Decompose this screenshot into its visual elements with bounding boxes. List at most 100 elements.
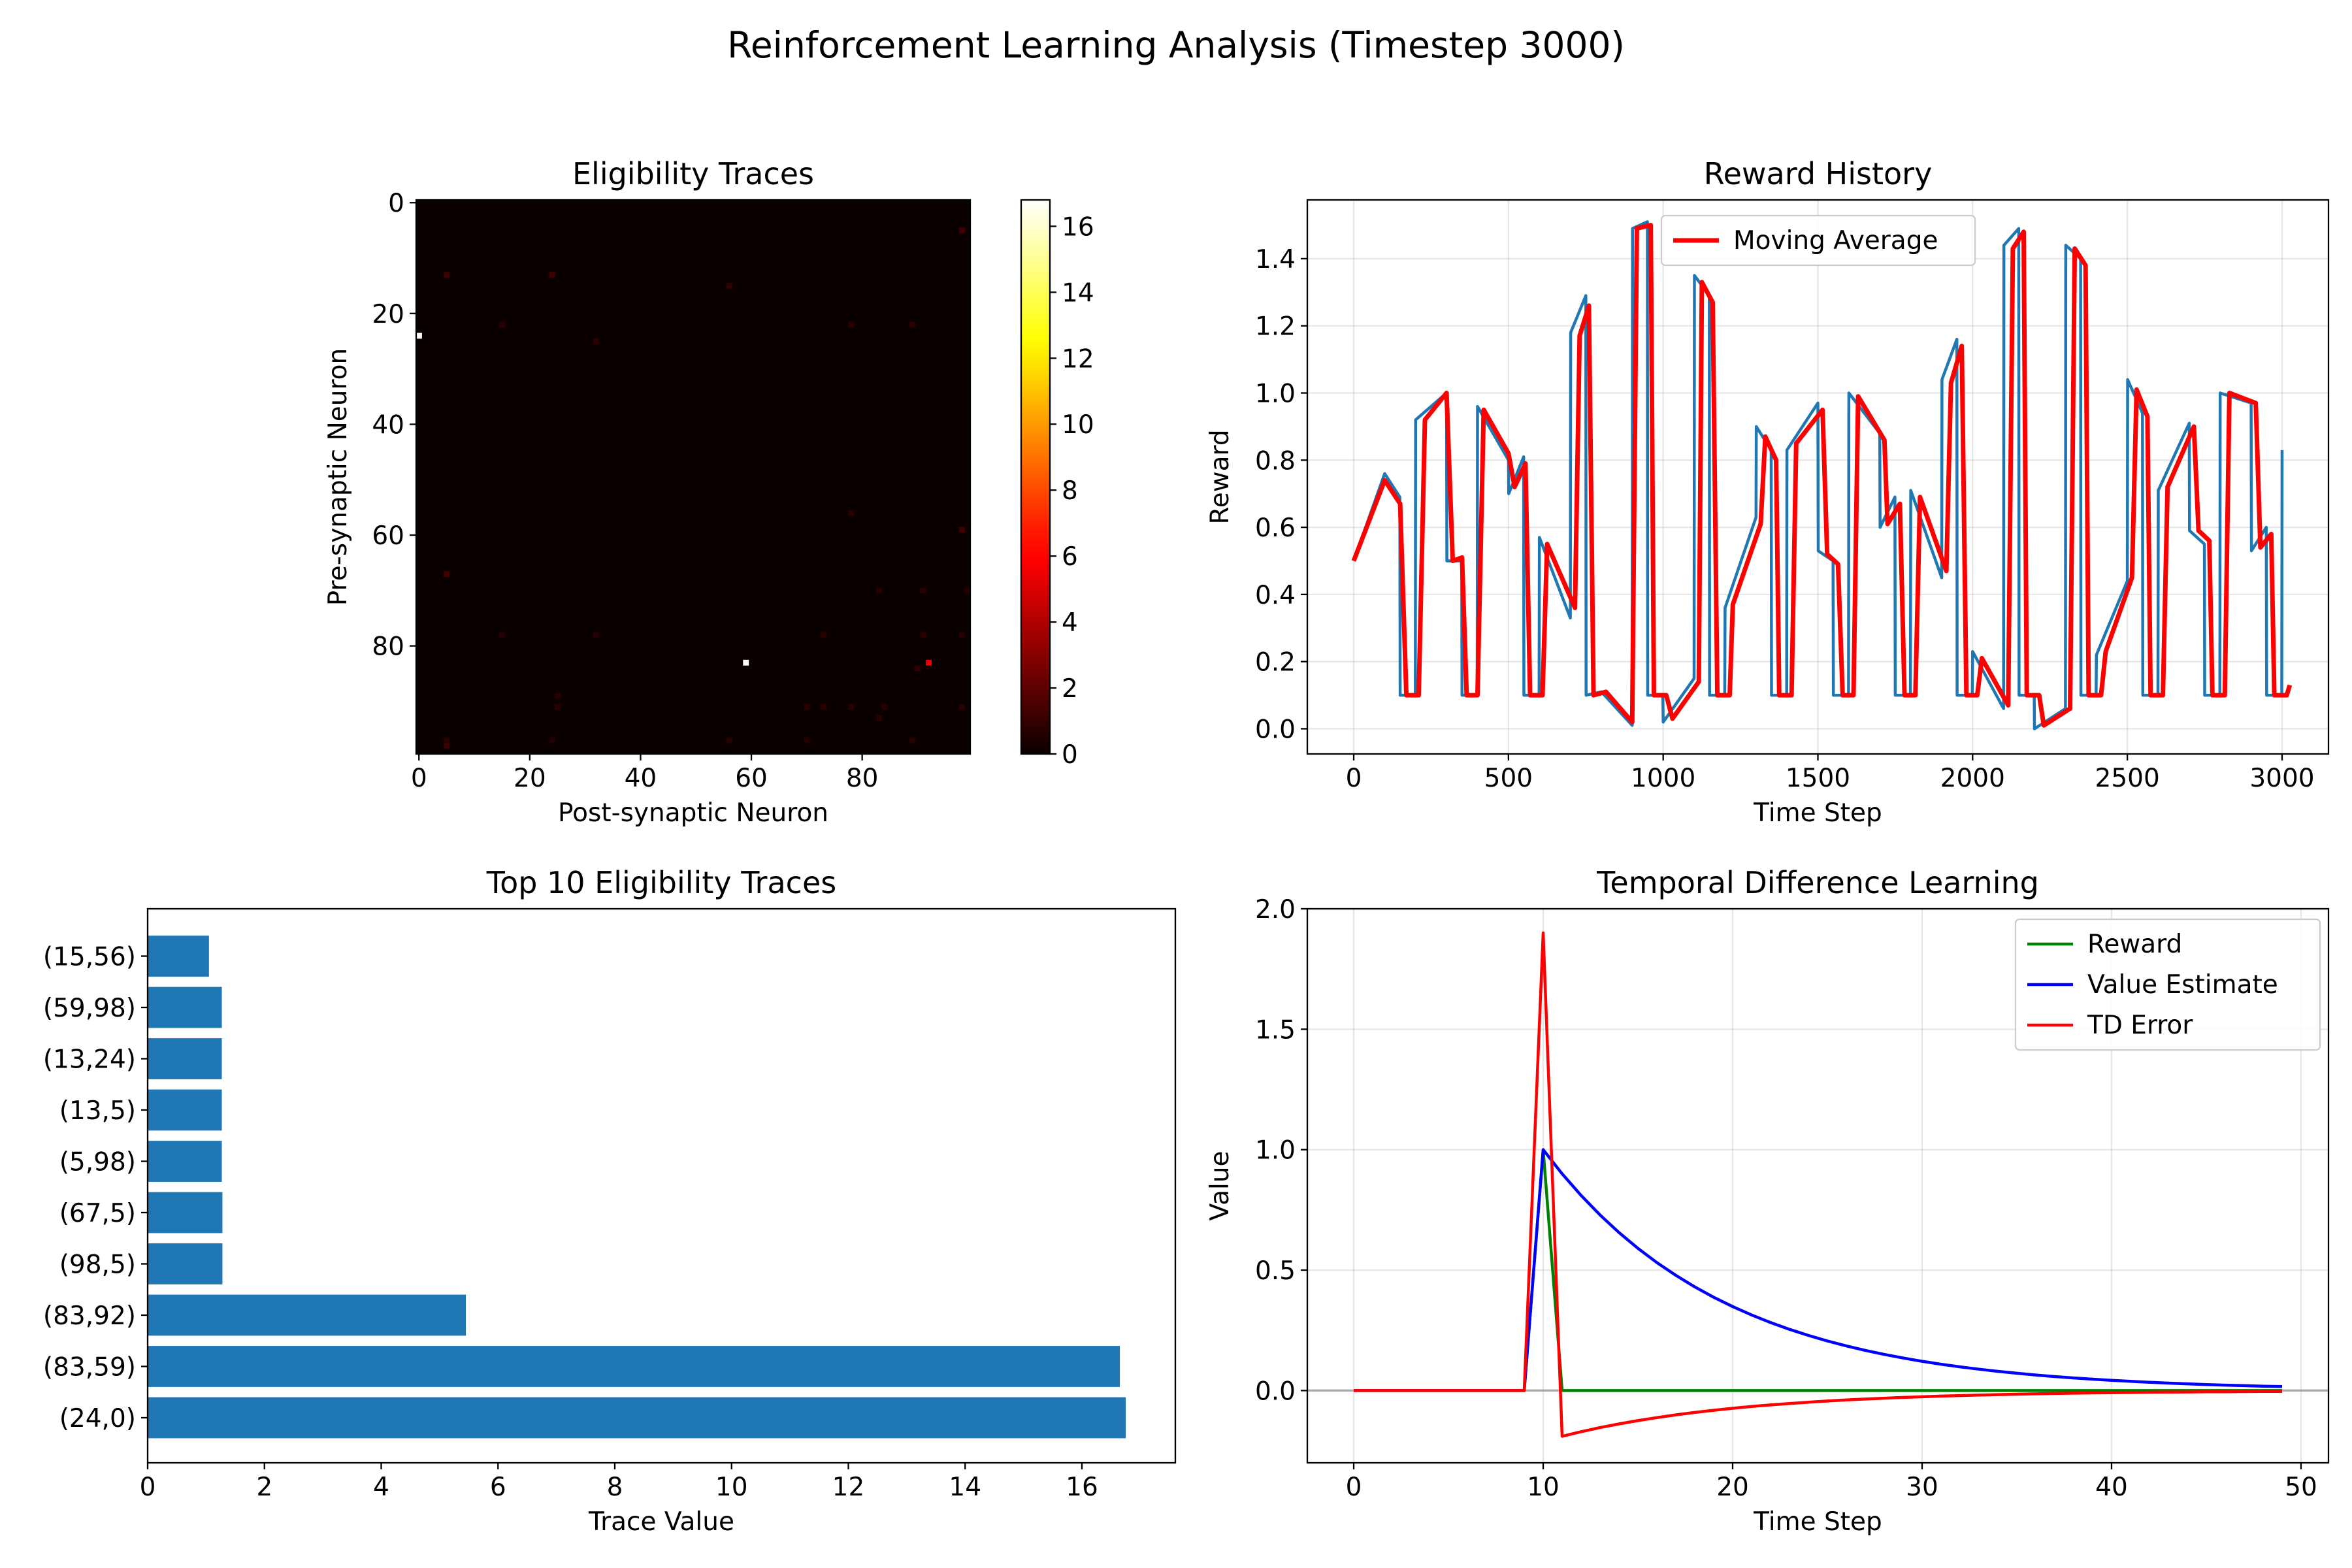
category-label: (59,98) xyxy=(43,994,136,1023)
heatmap-y-axis-label: Pre-synaptic Neuron xyxy=(323,348,353,606)
heatmap-x-tick-label: 40 xyxy=(625,764,657,793)
heatmap-cell xyxy=(915,665,921,672)
y-tick-label: 0.0 xyxy=(1255,715,1296,744)
heatmap-cell xyxy=(444,743,450,749)
heatmap-cell xyxy=(499,632,506,638)
colorbar-tick-label: 6 xyxy=(1062,542,1078,572)
heatmap-frame xyxy=(415,199,972,755)
heatmap-cell xyxy=(726,737,732,743)
heatmap-cell xyxy=(804,704,810,710)
heatmap-cell xyxy=(909,321,915,328)
x-tick-label: 14 xyxy=(949,1473,981,1502)
category-label: (13,5) xyxy=(59,1096,136,1126)
moving-average-series-line xyxy=(1351,223,2293,728)
colorbar-tick-label: 12 xyxy=(1062,344,1094,374)
bar xyxy=(148,936,209,977)
td-error-series-line xyxy=(1354,931,2283,1438)
category-label: (83,59) xyxy=(43,1353,136,1382)
x-tick-label: 0 xyxy=(140,1473,156,1502)
colorbar-tick-label: 0 xyxy=(1062,740,1078,770)
colorbar-tick-label: 14 xyxy=(1062,278,1094,308)
y-tick-label: 0.4 xyxy=(1255,581,1296,610)
panel-title: Temporal Difference Learning xyxy=(1596,865,2039,900)
y-axis-label: Value xyxy=(1205,1151,1235,1220)
y-tick-label: 0.0 xyxy=(1255,1377,1296,1406)
heatmap-cell xyxy=(416,333,422,339)
heatmap-x-tick-label: 0 xyxy=(411,764,427,793)
heatmap-title: Eligibility Traces xyxy=(572,156,814,191)
bar xyxy=(148,1346,1120,1387)
colorbar-tick-label: 16 xyxy=(1062,212,1094,242)
colorbar-tick-label: 2 xyxy=(1062,674,1078,704)
bar xyxy=(148,1192,223,1233)
y-tick-label: 0.8 xyxy=(1255,446,1296,476)
heatmap-cell xyxy=(821,704,826,710)
x-tick-label: 0 xyxy=(1346,764,1362,793)
panel-title: Reward History xyxy=(1704,156,1933,191)
x-axis-label: Time Step xyxy=(1753,1507,1882,1537)
legend-label: Value Estimate xyxy=(2087,970,2278,1000)
x-axis-label: Time Step xyxy=(1753,798,1882,828)
heatmap-cell xyxy=(875,587,882,594)
legend-box xyxy=(2014,918,2321,1051)
x-tick-label: 20 xyxy=(1716,1473,1749,1502)
heatmap-background xyxy=(416,200,970,754)
x-tick-label: 3000 xyxy=(2249,764,2314,793)
x-tick-label: 6 xyxy=(490,1473,506,1502)
heatmap-x-tick-label: 20 xyxy=(514,764,546,793)
category-label: (24,0) xyxy=(59,1404,136,1433)
category-label: (13,24) xyxy=(43,1045,136,1075)
colorbar-frame xyxy=(1020,199,1051,755)
heatmap-y-tick-label: 0 xyxy=(388,189,404,218)
figure-title: Reinforcement Learning Analysis (Timeste… xyxy=(727,24,1625,66)
heatmap-cell xyxy=(726,283,732,289)
y-tick-label: 1.2 xyxy=(1255,312,1296,342)
heatmap-x-axis-label: Post-synaptic Neuron xyxy=(558,798,828,828)
bar xyxy=(148,1294,466,1336)
heatmap-cell xyxy=(959,704,965,710)
heatmap-cell xyxy=(821,632,826,638)
x-tick-label: 2500 xyxy=(2095,764,2160,793)
bar xyxy=(148,987,222,1028)
heatmap-cell xyxy=(881,704,888,710)
x-tick-label: 1000 xyxy=(1631,764,1695,793)
x-tick-label: 30 xyxy=(1906,1473,1938,1502)
bar xyxy=(148,1397,1126,1439)
x-tick-label: 4 xyxy=(373,1473,389,1502)
bar xyxy=(148,1243,223,1284)
bar xyxy=(148,1141,222,1182)
heatmap-cell xyxy=(804,737,810,743)
heatmap-cell xyxy=(444,272,450,278)
y-tick-label: 0.5 xyxy=(1255,1256,1296,1286)
category-label: (67,5) xyxy=(59,1199,136,1228)
heatmap-cell xyxy=(920,632,926,638)
x-tick-label: 10 xyxy=(715,1473,748,1502)
heatmap-cell xyxy=(549,737,555,743)
colorbar xyxy=(1021,200,1050,754)
bar xyxy=(148,1089,222,1131)
colorbar-tick-label: 8 xyxy=(1062,476,1078,506)
heatmap-cell xyxy=(926,659,932,666)
heatmap-cell xyxy=(848,510,855,516)
heatmap-cell xyxy=(555,693,561,699)
x-tick-label: 2000 xyxy=(1940,764,2005,793)
heatmap-y-tick-label: 60 xyxy=(372,521,404,551)
heatmap-cell xyxy=(444,737,450,743)
y-axis-label: Reward xyxy=(1205,429,1235,524)
y-tick-label: 1.0 xyxy=(1255,1136,1296,1166)
colorbar-tick-label: 4 xyxy=(1062,608,1078,638)
x-tick-label: 8 xyxy=(607,1473,623,1502)
x-tick-label: 500 xyxy=(1484,764,1533,793)
plot-frame xyxy=(1306,907,2330,1464)
heatmap-cell xyxy=(909,737,915,743)
panel-title: Top 10 Eligibility Traces xyxy=(486,865,836,900)
heatmap-cell xyxy=(920,587,926,594)
heatmap-cell xyxy=(555,704,561,710)
legend-label: Reward xyxy=(2087,930,2182,959)
legend-box xyxy=(1660,214,1976,267)
top-traces-panel: (24,0) (83,59) (83,92) (98,5) (67,5) (5,98) (1… xyxy=(43,865,1177,1537)
heatmap-cell xyxy=(743,659,749,666)
heatmap-cell xyxy=(549,272,555,278)
